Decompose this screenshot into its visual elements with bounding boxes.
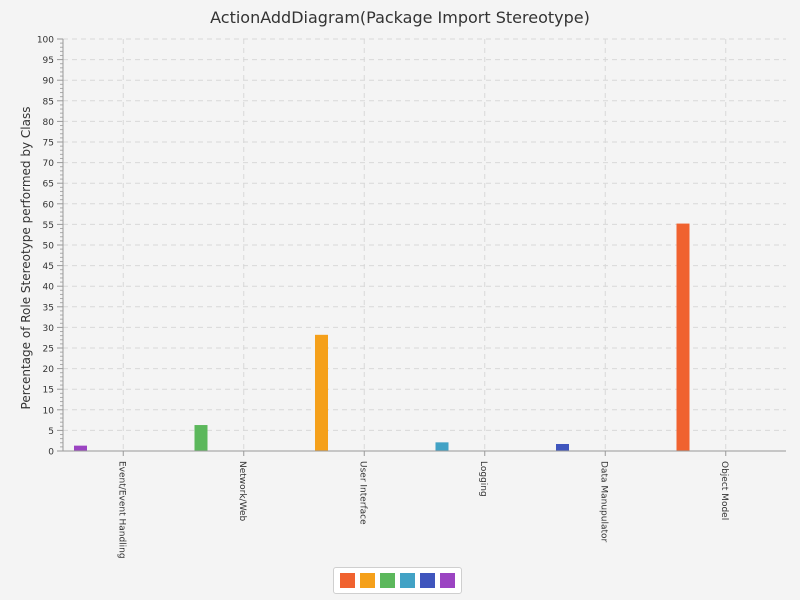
y-tick-label: 45 bbox=[43, 262, 54, 272]
y-tick-label: 65 bbox=[43, 180, 54, 190]
y-tick-label: 15 bbox=[43, 386, 54, 396]
bar bbox=[676, 223, 690, 451]
legend-swatch bbox=[340, 573, 355, 588]
legend-swatch bbox=[400, 573, 415, 588]
bar bbox=[74, 445, 87, 451]
legend bbox=[333, 567, 462, 594]
bar bbox=[435, 442, 449, 451]
legend-swatch bbox=[420, 573, 435, 588]
y-tick-label: 85 bbox=[43, 97, 54, 107]
y-tick-label: 35 bbox=[43, 303, 54, 313]
y-axis: 0 5 10 15 20 25 30 35 40 45 50 55 60 65 70 75 80 85 90 95 10… bbox=[37, 36, 64, 458]
grid-lines bbox=[63, 38, 786, 452]
y-axis-label: Percentage of Role Stereotype performed … bbox=[19, 107, 33, 410]
legend-swatch bbox=[360, 573, 375, 588]
bar bbox=[315, 334, 328, 451]
y-tick-label: 5 bbox=[48, 427, 54, 437]
x-tick-label: Network/Web bbox=[237, 461, 247, 522]
chart-title: ActionAddDiagram(Package Import Stereoty… bbox=[210, 8, 590, 27]
bar bbox=[194, 425, 208, 451]
y-tick-label: 30 bbox=[43, 324, 55, 334]
y-tick-label: 55 bbox=[43, 221, 54, 231]
y-tick-label: 75 bbox=[43, 139, 54, 149]
y-tick-label: 100 bbox=[37, 36, 54, 46]
y-tick-label: 95 bbox=[43, 56, 54, 66]
x-axis: Event/Event Handling Network/Web User Inte… bbox=[63, 450, 786, 559]
y-tick-label: 25 bbox=[43, 345, 54, 355]
legend-swatch bbox=[380, 573, 395, 588]
bar bbox=[556, 443, 569, 451]
y-tick-label: 20 bbox=[43, 365, 55, 375]
y-tick-label: 10 bbox=[43, 406, 55, 416]
y-tick-label: 40 bbox=[43, 283, 55, 293]
x-tick-label: Event/Event Handling bbox=[116, 461, 126, 559]
legend-swatch bbox=[440, 573, 455, 588]
x-tick-label: User Interface bbox=[357, 461, 367, 525]
x-tick-label: Data Manupulator bbox=[598, 461, 608, 543]
y-tick-label: 90 bbox=[43, 77, 55, 87]
y-tick-label: 0 bbox=[48, 448, 54, 458]
y-tick-label: 50 bbox=[43, 242, 55, 252]
y-tick-label: 80 bbox=[43, 118, 55, 128]
x-tick-label: Logging bbox=[478, 461, 488, 497]
x-tick-label: Object Model bbox=[719, 461, 729, 520]
y-tick-label: 60 bbox=[43, 200, 55, 210]
y-tick-label: 70 bbox=[43, 159, 55, 169]
bars bbox=[74, 223, 690, 451]
